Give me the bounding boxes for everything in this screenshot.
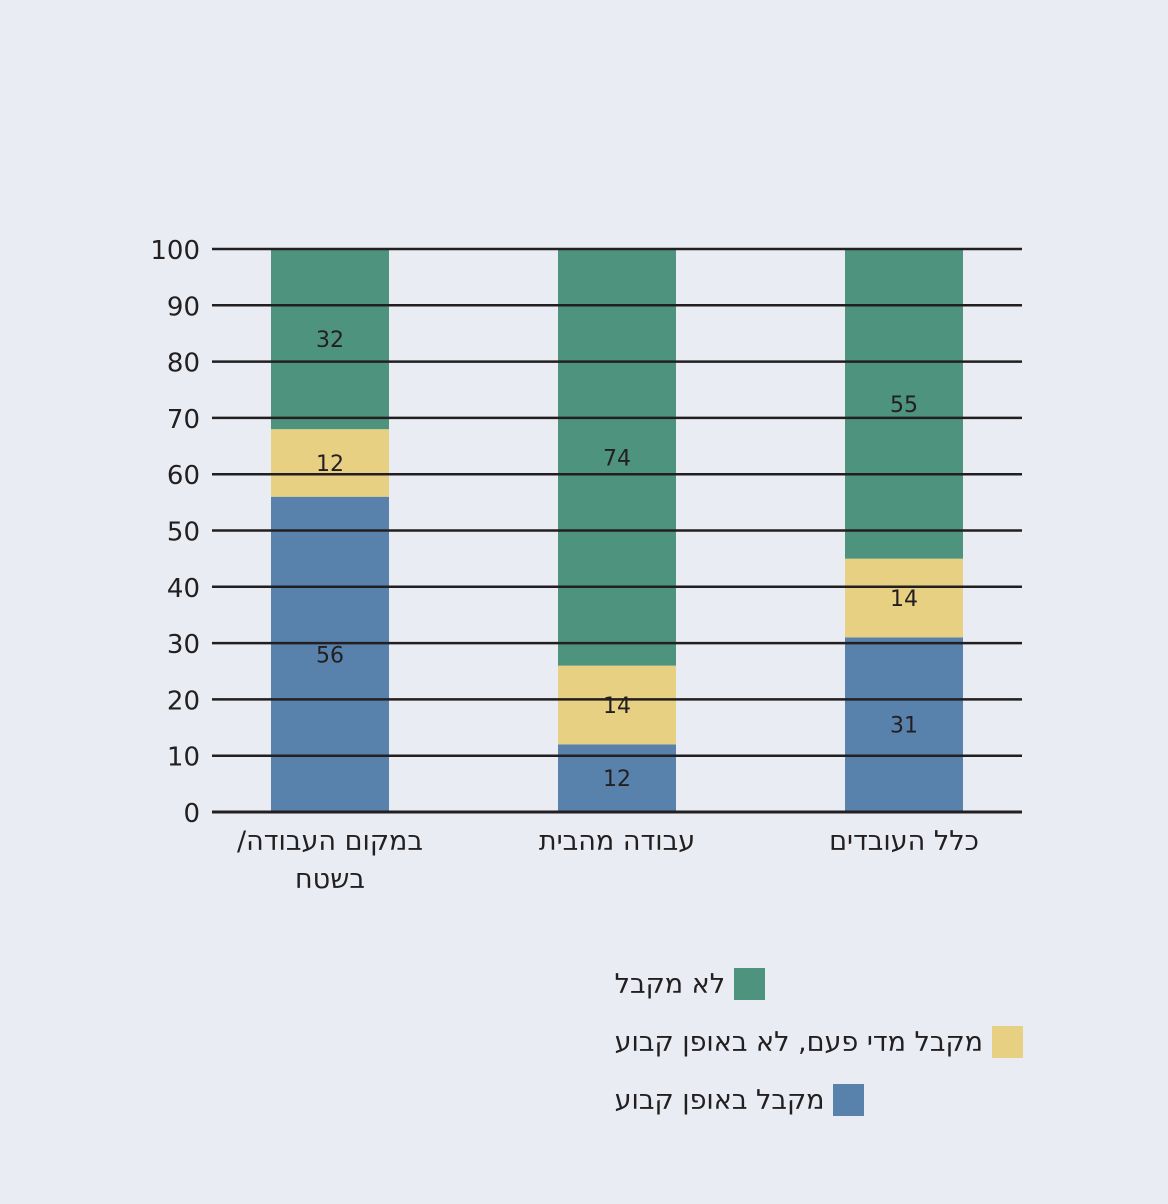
bar-segment — [558, 665, 676, 745]
data-label: 55 — [890, 393, 918, 418]
y-tick-label: 100 — [150, 236, 200, 266]
legend-label: מקבל מדי פעם, לא באופן קבוע — [614, 1026, 983, 1058]
data-label: 14 — [890, 587, 918, 612]
legend-item: לא מקבל — [615, 966, 1023, 1002]
y-tick-label: 20 — [167, 686, 200, 716]
y-tick-label: 50 — [167, 518, 200, 548]
y-tick-label: 90 — [167, 292, 200, 322]
y-tick-label: 60 — [167, 461, 200, 491]
legend-swatch — [734, 968, 766, 1000]
data-label: 32 — [316, 328, 344, 353]
bar-segment — [271, 249, 389, 430]
legend-item: מקבל באופן קבוע — [615, 1082, 1023, 1118]
y-tick-label: 0 — [183, 799, 200, 829]
data-label: 12 — [316, 452, 344, 477]
x-tick-label: עבודה מהבית — [539, 826, 695, 857]
x-tick-label: כלל העובדים — [829, 826, 979, 857]
y-tick-label: 40 — [167, 574, 200, 604]
legend-swatch — [833, 1084, 865, 1116]
y-tick-label: 30 — [167, 630, 200, 660]
bar-segment — [845, 249, 963, 559]
bar-segment — [271, 496, 389, 812]
data-label: 14 — [603, 694, 631, 719]
legend-label: מקבל באופן קבוע — [614, 1084, 825, 1116]
bar-segment — [558, 249, 676, 666]
stacked-bar-chart: 56 12 32 12 14 74 31 14 55 0 10 20 30 40 50 60 70 80 90 100… — [150, 236, 1022, 895]
bar-segment — [845, 558, 963, 638]
legend: לא מקבל מקבל מדי פעם, לא באופן קבוע מקבל ב… — [615, 966, 1023, 1140]
x-tick-label: במקום העבודה/ — [237, 826, 423, 857]
bar-segment — [271, 429, 389, 497]
legend-swatch — [992, 1026, 1023, 1058]
y-tick-label: 70 — [167, 405, 200, 435]
legend-item: מקבל מדי פעם, לא באופן קבוע — [615, 1024, 1023, 1060]
legend-label: לא מקבל — [614, 968, 726, 1000]
data-label: 74 — [603, 446, 631, 471]
y-tick-label: 10 — [167, 743, 200, 773]
data-label: 56 — [316, 643, 344, 668]
data-label: 31 — [890, 714, 918, 739]
y-tick-label: 80 — [167, 349, 200, 379]
data-label: 12 — [603, 767, 631, 792]
bar-segment — [845, 637, 963, 812]
x-tick-label: בשטח — [295, 864, 365, 895]
